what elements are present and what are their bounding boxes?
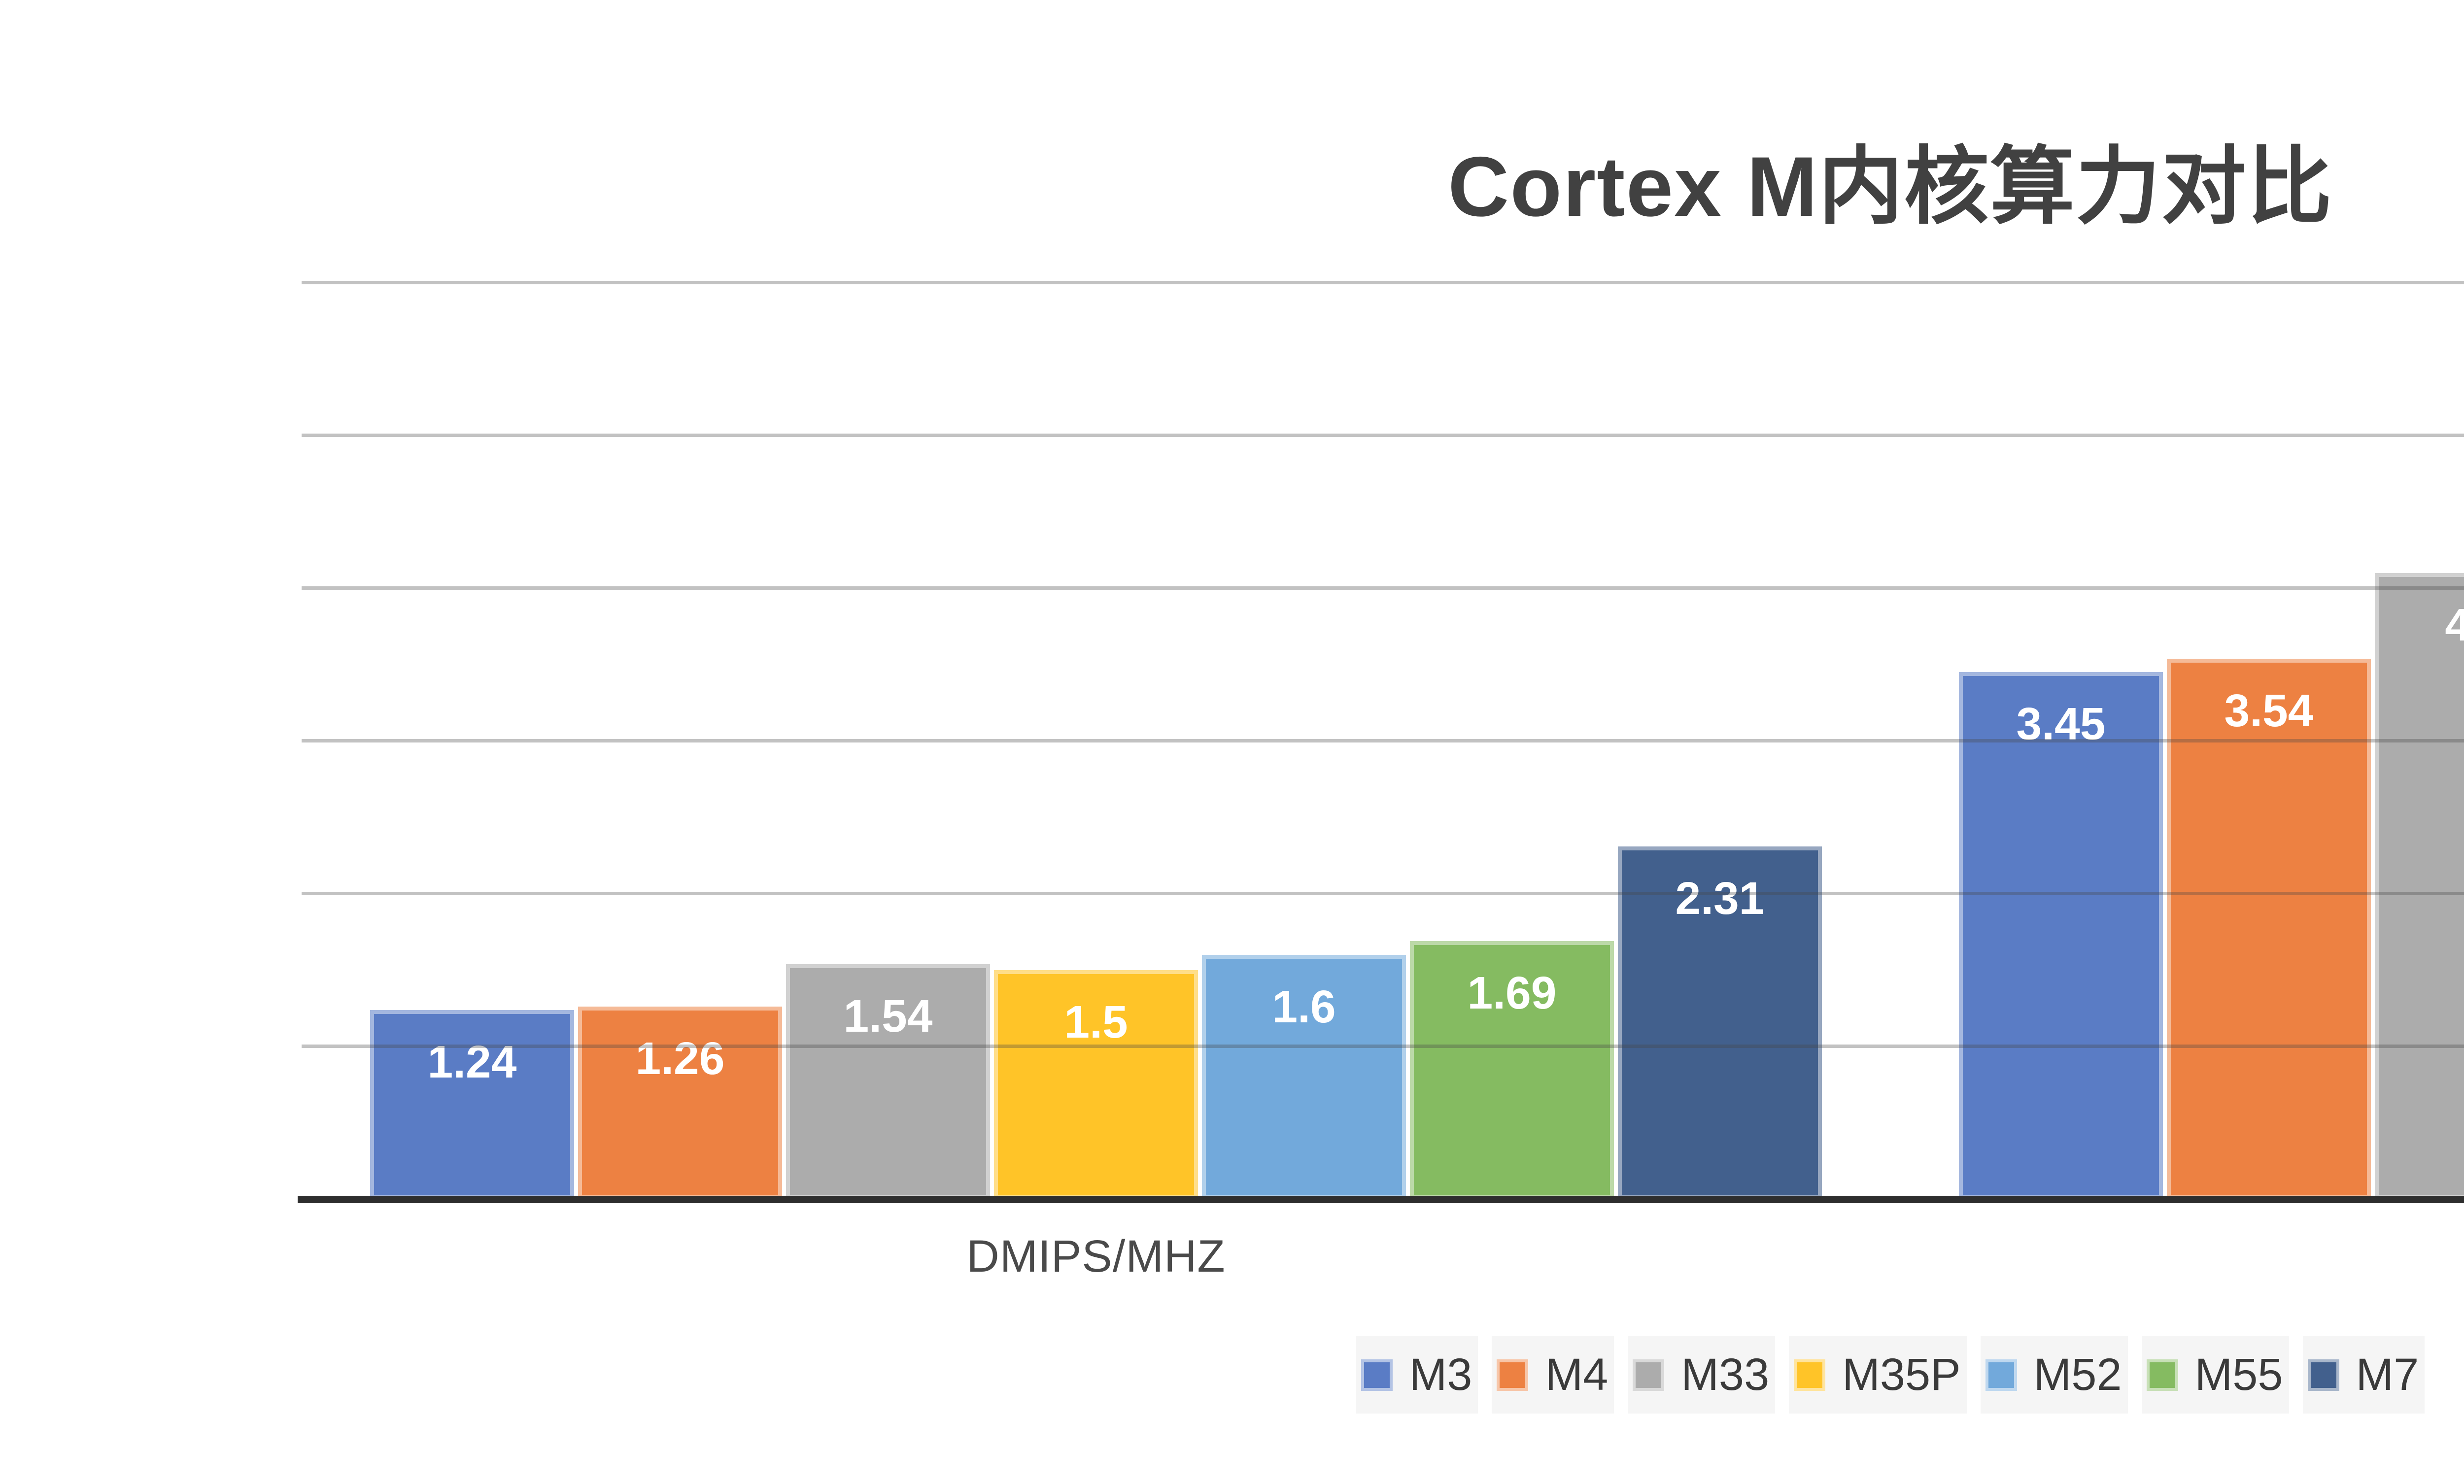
bar-value-label: 3.54 bbox=[2224, 685, 2314, 736]
legend-item-M35P: M35P bbox=[1789, 1336, 1967, 1414]
legend-swatch-M4 bbox=[1497, 1359, 1529, 1391]
gridline-y-3 bbox=[302, 739, 2464, 742]
legend-swatch-M3 bbox=[1361, 1359, 1393, 1391]
legend-item-M33: M33 bbox=[1628, 1336, 1776, 1414]
bar-M55-DMIPS/MHZ: 1.69 bbox=[1410, 941, 1614, 1199]
plot-area: 1.241.261.541.51.61.692.313.453.544.14.1… bbox=[298, 281, 2464, 1203]
bar-M4-DMIPS/MHZ: 1.26 bbox=[578, 1007, 782, 1199]
bar-M4-COREMARK/MHZ: 3.54 bbox=[2167, 659, 2371, 1199]
legend-swatch-M35P bbox=[1794, 1359, 1826, 1391]
bar-M33-DMIPS/MHZ: 1.54 bbox=[786, 964, 990, 1199]
gridline-y-1 bbox=[302, 1045, 2464, 1048]
legend-label-M52: M52 bbox=[2033, 1349, 2122, 1400]
gridline-y-2 bbox=[302, 892, 2464, 895]
legend-swatch-M52 bbox=[1985, 1359, 2017, 1391]
bar-value-label: 1.54 bbox=[843, 990, 933, 1042]
category-axis-labels: DMIPS/MHZ COREMARK/MHZ bbox=[302, 1231, 2464, 1282]
gridline-y-5 bbox=[302, 434, 2464, 437]
bar-value-label: 4.1 bbox=[2445, 599, 2464, 650]
legend-item-M7: M7 bbox=[2302, 1336, 2425, 1414]
x-axis-line bbox=[298, 1196, 2464, 1203]
legend-label-M35P: M35P bbox=[1842, 1349, 1961, 1400]
legend-item-M3: M3 bbox=[1356, 1336, 1478, 1414]
legend-label-M4: M4 bbox=[1545, 1349, 1608, 1400]
legend-label-M7: M7 bbox=[2356, 1349, 2419, 1400]
bar-M35P-DMIPS/MHZ: 1.5 bbox=[994, 970, 1198, 1199]
legend-item-M55: M55 bbox=[2141, 1336, 2289, 1414]
bar-M7-DMIPS/MHZ: 2.31 bbox=[1618, 846, 1822, 1199]
bar-value-label: 1.24 bbox=[427, 1036, 517, 1087]
bar-M3-DMIPS/MHZ: 1.24 bbox=[370, 1010, 574, 1199]
gridline-y-4 bbox=[302, 586, 2464, 590]
legend-item-M4: M4 bbox=[1492, 1336, 1614, 1414]
bar-value-label: 1.69 bbox=[1467, 967, 1557, 1018]
legend-label-M55: M55 bbox=[2194, 1349, 2283, 1400]
legend-swatch-M55 bbox=[2146, 1359, 2178, 1391]
gridline-y-6 bbox=[302, 281, 2464, 284]
bar-value-label: 3.45 bbox=[2016, 698, 2106, 749]
legend-item-M52: M52 bbox=[1980, 1336, 2128, 1414]
legend-swatch-M33 bbox=[1633, 1359, 1665, 1391]
bar-value-label: 2.31 bbox=[1675, 873, 1765, 924]
category-label-COREMARK/MHZ: COREMARK/MHZ bbox=[1890, 1231, 2464, 1282]
legend-swatch-M7 bbox=[2307, 1359, 2339, 1391]
bar-value-label: 1.26 bbox=[635, 1033, 725, 1084]
bar-M3-COREMARK/MHZ: 3.45 bbox=[1959, 672, 2163, 1199]
legend-label-M33: M33 bbox=[1681, 1349, 1770, 1400]
legend-label-M3: M3 bbox=[1409, 1349, 1472, 1400]
legend: M3 M4 M33 M35P M52 M55 M7 bbox=[302, 1336, 2464, 1414]
chart-title: Cortex M内核算力对比 bbox=[1448, 139, 2333, 234]
bar-value-label: 1.5 bbox=[1064, 996, 1128, 1047]
bar-value-label: 1.6 bbox=[1272, 981, 1336, 1032]
category-label-DMIPS/MHZ: DMIPS/MHZ bbox=[966, 1231, 1226, 1282]
bar-M52-DMIPS/MHZ: 1.6 bbox=[1202, 955, 1406, 1199]
bar-M33-COREMARK/MHZ: 4.1 bbox=[2375, 573, 2464, 1199]
